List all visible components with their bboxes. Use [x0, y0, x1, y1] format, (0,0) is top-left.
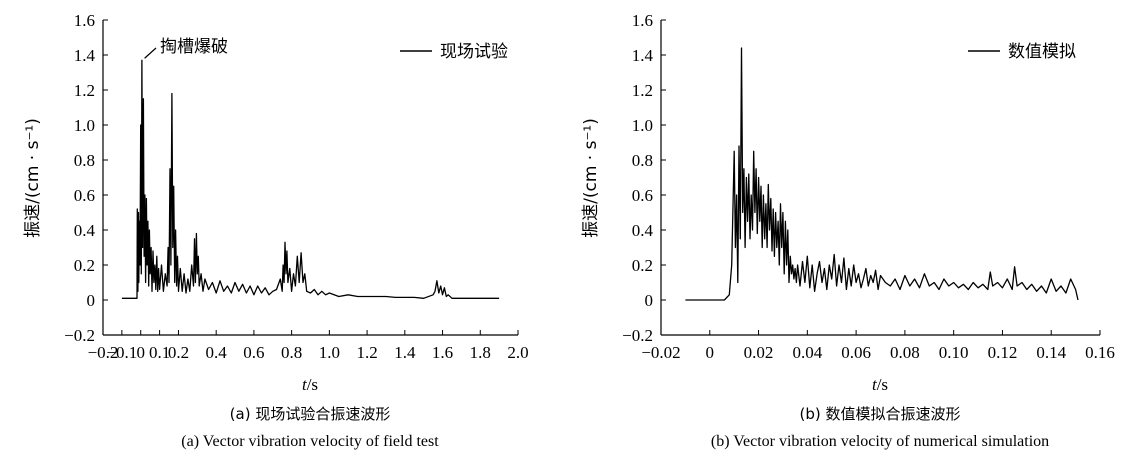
panel-a-ytick-label: 0.4: [74, 221, 96, 240]
panel-b-xtick-label: 0.14: [1036, 343, 1066, 362]
panel-a-caption-cn: (a) 现场试验合振速波形: [230, 405, 391, 423]
panel-b-ylabel: 振速/(cm · s⁻¹): [581, 118, 601, 238]
panel-b-ytick-label: 0.2: [632, 256, 653, 275]
panel-b-caption-en: (b) Vector vibration velocity of numeric…: [711, 433, 1049, 450]
panel-b-ytick-label: 1.2: [632, 81, 653, 100]
panel-b-legend-label: 数值模拟: [1008, 42, 1076, 62]
panel-b-ytick-label: 1.0: [632, 116, 653, 135]
panel-a-chart: −0.200.20.40.60.81.01.21.41.6−0.2−0.1 0 0.…: [23, 11, 529, 450]
panel-b-xtick-label: 0.04: [792, 343, 822, 362]
panel-a-xtick-label: −0.2: [88, 343, 119, 362]
panel-b-ytick-label: 0.8: [632, 151, 653, 170]
panel-b-xtick-label: 0.08: [890, 343, 920, 362]
panel-a-ytick-label: −0.2: [64, 326, 95, 345]
panel-a-ytick-label: 0.6: [74, 186, 95, 205]
panel-a-xtick-label: 0.1: [149, 343, 170, 362]
panel-a-caption-en: (a) Vector vibration velocity of field t…: [181, 433, 439, 450]
panel-b-caption-cn: (b) 数值模拟合振速波形: [800, 405, 961, 423]
panel-b-series-line: [685, 47, 1079, 301]
panel-b-xlabel: t/s: [872, 375, 888, 394]
panel-a-xtick-label: 1.8: [470, 343, 491, 362]
panel-a-xtick-label: 1.2: [356, 343, 377, 362]
panel-b-xtick-label: 0.12: [988, 343, 1018, 362]
panel-b-xtick-label: 0.06: [841, 343, 871, 362]
panel-a-xtick-label: 0.4: [206, 343, 228, 362]
panel-b-ytick-label: −0.2: [622, 326, 653, 345]
panel-a-ylabel: 振速/(cm · s⁻¹): [23, 118, 43, 238]
panel-a-ytick-label: 1.2: [74, 81, 95, 100]
panel-b-ytick-label: 0.6: [632, 186, 653, 205]
panel-b-xtick-label: 0: [706, 343, 715, 362]
panel-b-ytick-label: 0.4: [632, 221, 654, 240]
panel-a-xtick-label: −0.1: [106, 343, 137, 362]
panel-b-xtick-label: −0.02: [641, 343, 680, 362]
panel-a-xtick-label: 1.6: [432, 343, 453, 362]
panel-a-xtick-label: 1.4: [394, 343, 416, 362]
panel-b-xtick-label: 0.16: [1085, 343, 1115, 362]
panel-a-ytick-label: 1.0: [74, 116, 95, 135]
panel-b-ytick-label: 1.6: [632, 11, 653, 30]
panel-a-annotation-leader: [144, 47, 157, 59]
panel-a-xtick-label: 0.6: [243, 343, 264, 362]
panel-a-xtick-label: 0: [136, 343, 145, 362]
panel-a-annotation: 掏槽爆破: [160, 37, 228, 57]
panel-a-ytick-label: 1.4: [74, 46, 96, 65]
panel-a-xtick-label: 1.0: [319, 343, 340, 362]
panel-a-ytick-label: 0: [87, 291, 96, 310]
panel-a-xtick-label: 2.0: [507, 343, 528, 362]
panel-a-legend-label: 现场试验: [440, 42, 508, 62]
panel-b-xtick-label: 0.02: [744, 343, 774, 362]
panel-b-ytick-label: 0: [645, 291, 654, 310]
panel-a-xtick-label: 0.8: [281, 343, 302, 362]
panel-a-xtick-label: 0.2: [168, 343, 189, 362]
panel-a-ytick-label: 0.8: [74, 151, 95, 170]
panel-b-xtick-label: 0.10: [939, 343, 969, 362]
panel-a-ytick-label: 0.2: [74, 256, 95, 275]
panel-b-chart: −0.2 0 0.2 0.4 0.6 0.8 1.0 1.2 1.4 1.6 −0.02 0 0.02 0…: [581, 11, 1115, 450]
panel-a-series-line: [121, 59, 500, 299]
panel-b-ytick-label: 1.4: [632, 46, 654, 65]
panel-a-ytick-label: 1.6: [74, 11, 95, 30]
panel-a-xlabel: t/s: [302, 375, 318, 394]
